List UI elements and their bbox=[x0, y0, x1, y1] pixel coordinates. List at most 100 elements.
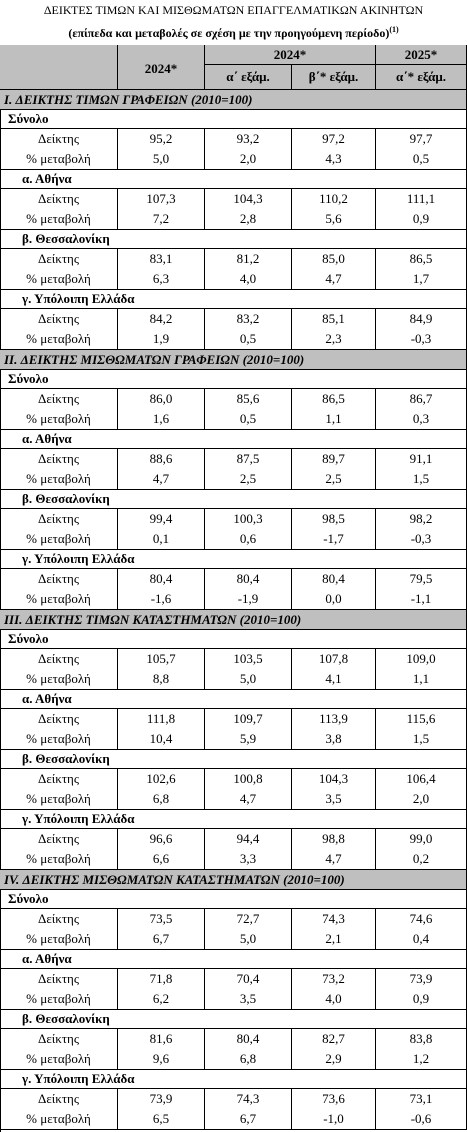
value: 99,0 bbox=[409, 831, 433, 846]
row-label: Δείκτης bbox=[37, 251, 80, 266]
value-cell: 109,0 1,1 bbox=[376, 649, 467, 690]
value-cell: 84,2 1,9 bbox=[118, 309, 205, 350]
section-heading: I. ΔΕΙΚΤΗΣ ΤΙΜΩΝ ΓΡΑΦΕΙΩΝ (2010=100) bbox=[0, 90, 467, 110]
value: 2,0 bbox=[412, 791, 430, 806]
value-cell: 86,5 1,7 bbox=[376, 249, 467, 290]
value-cell: 105,7 8,8 bbox=[118, 649, 205, 690]
group-heading: Σύνολο bbox=[0, 630, 467, 649]
value: 74,3 bbox=[236, 1091, 260, 1106]
value: 98,2 bbox=[409, 511, 433, 526]
value-cell: 80,4 -1,9 bbox=[205, 569, 292, 610]
row-labels: Δείκτης % μεταβολή bbox=[0, 189, 118, 230]
value: 0,6 bbox=[239, 531, 257, 546]
section-heading: II. ΔΕΙΚΤΗΣ ΜΙΣΘΩΜΑΤΩΝ ΓΡΑΦΕΙΩΝ (2010=10… bbox=[0, 350, 467, 370]
value: 4,7 bbox=[239, 791, 257, 806]
value: 2,5 bbox=[325, 471, 342, 486]
value: 86,0 bbox=[149, 391, 173, 406]
row-label: Δείκτης bbox=[37, 711, 80, 726]
value: 73,9 bbox=[409, 971, 433, 986]
value: 2,8 bbox=[239, 211, 257, 226]
value-cell: 97,2 4,3 bbox=[292, 129, 376, 170]
row-labels: Δείκτης % μεταβολή bbox=[0, 389, 118, 430]
value-cell: 82,7 2,9 bbox=[292, 1029, 376, 1070]
value: 95,2 bbox=[149, 131, 173, 146]
row-labels: Δείκτης % μεταβολή bbox=[0, 969, 118, 1010]
value-cell: 94,4 3,3 bbox=[205, 829, 292, 870]
row-labels: Δείκτης % μεταβολή bbox=[0, 649, 118, 690]
value: 97,2 bbox=[322, 131, 345, 146]
value: 93,2 bbox=[236, 131, 260, 146]
value: 4,0 bbox=[239, 271, 257, 286]
subtitle: (επίπεδα και μεταβολές σε σχέση με την π… bbox=[68, 26, 390, 40]
value: 107,8 bbox=[318, 651, 349, 666]
value: 2,3 bbox=[325, 331, 342, 346]
value: 74,6 bbox=[409, 911, 433, 926]
value-cell: 98,5 -1,7 bbox=[292, 509, 376, 550]
value-cell: 115,6 1,5 bbox=[376, 709, 467, 750]
value-cell: 80,4 6,8 bbox=[205, 1029, 292, 1070]
value-cell: 107,3 7,2 bbox=[118, 189, 205, 230]
row-label: % μεταβολή bbox=[26, 671, 91, 686]
value: 3,8 bbox=[325, 731, 342, 746]
value-cell: 72,7 5,0 bbox=[205, 909, 292, 950]
group-heading: Σύνολο bbox=[0, 110, 467, 129]
row-labels: Δείκτης % μεταβολή bbox=[0, 449, 118, 490]
row-label: Δείκτης bbox=[37, 651, 80, 666]
value-cell: 83,1 6,3 bbox=[118, 249, 205, 290]
row-label: Δείκτης bbox=[37, 911, 80, 926]
value: 0,3 bbox=[412, 411, 430, 426]
value: 106,4 bbox=[406, 771, 436, 786]
header-sub: β΄* εξάμ. bbox=[292, 65, 376, 90]
group-heading: γ. Υπόλοιπη Ελλάδα bbox=[0, 290, 467, 309]
value-cell: 89,7 2,5 bbox=[292, 449, 376, 490]
section-heading: III. ΔΕΙΚΤΗΣ ΤΙΜΩΝ ΚΑΤΑΣΤΗΜΑΤΩΝ (2010=10… bbox=[0, 610, 467, 630]
value: 80,4 bbox=[322, 571, 345, 586]
value-cell: 86,5 1,1 bbox=[292, 389, 376, 430]
value: 3,5 bbox=[239, 991, 257, 1006]
value: 3,5 bbox=[325, 791, 342, 806]
value: 2,0 bbox=[239, 151, 257, 166]
value: 0,1 bbox=[152, 531, 170, 546]
value-cell: 73,9 6,5 bbox=[118, 1089, 205, 1130]
row-labels: Δείκτης % μεταβολή bbox=[0, 569, 118, 610]
group-heading: γ. Υπόλοιπη Ελλάδα bbox=[0, 1070, 467, 1089]
row-label: Δείκτης bbox=[37, 131, 80, 146]
value-cell: 95,2 5,0 bbox=[118, 129, 205, 170]
value: 6,8 bbox=[152, 791, 170, 806]
value: 1,2 bbox=[412, 1051, 430, 1066]
value: -1,7 bbox=[323, 531, 344, 546]
row-label: Δείκτης bbox=[37, 391, 80, 406]
value-cell: 74,3 2,1 bbox=[292, 909, 376, 950]
value: 4,1 bbox=[325, 671, 342, 686]
value: 6,7 bbox=[239, 1111, 257, 1126]
value: 5,0 bbox=[152, 151, 170, 166]
row-labels: Δείκτης % μεταβολή bbox=[0, 249, 118, 290]
row-labels: Δείκτης % μεταβολή bbox=[0, 909, 118, 950]
value-cell: 109,7 5,9 bbox=[205, 709, 292, 750]
value-cell: 86,0 1,6 bbox=[118, 389, 205, 430]
row-label: % μεταβολή bbox=[26, 271, 91, 286]
value: 79,5 bbox=[409, 571, 433, 586]
value: 6,8 bbox=[239, 1051, 257, 1066]
value: 6,7 bbox=[152, 931, 170, 946]
value: 7,2 bbox=[152, 211, 170, 226]
value-cell: 99,0 0,2 bbox=[376, 829, 467, 870]
value: 97,7 bbox=[409, 131, 433, 146]
value: 4,7 bbox=[325, 271, 342, 286]
value: 72,7 bbox=[236, 911, 260, 926]
value: 105,7 bbox=[146, 651, 176, 666]
value-cell: 85,1 2,3 bbox=[292, 309, 376, 350]
value-cell: 73,2 4,0 bbox=[292, 969, 376, 1010]
value: 70,4 bbox=[236, 971, 260, 986]
value: 99,4 bbox=[149, 511, 173, 526]
value: 83,8 bbox=[409, 1031, 433, 1046]
value: 83,1 bbox=[149, 251, 173, 266]
value: 2,9 bbox=[325, 1051, 342, 1066]
value: 87,5 bbox=[236, 451, 260, 466]
value: 110,2 bbox=[319, 191, 348, 206]
value-cell: 111,1 0,9 bbox=[376, 189, 467, 230]
row-label: % μεταβολή bbox=[26, 1051, 91, 1066]
value-cell: 113,9 3,8 bbox=[292, 709, 376, 750]
row-label: Δείκτης bbox=[37, 571, 80, 586]
header-sub: α΄ εξάμ. bbox=[205, 65, 292, 90]
